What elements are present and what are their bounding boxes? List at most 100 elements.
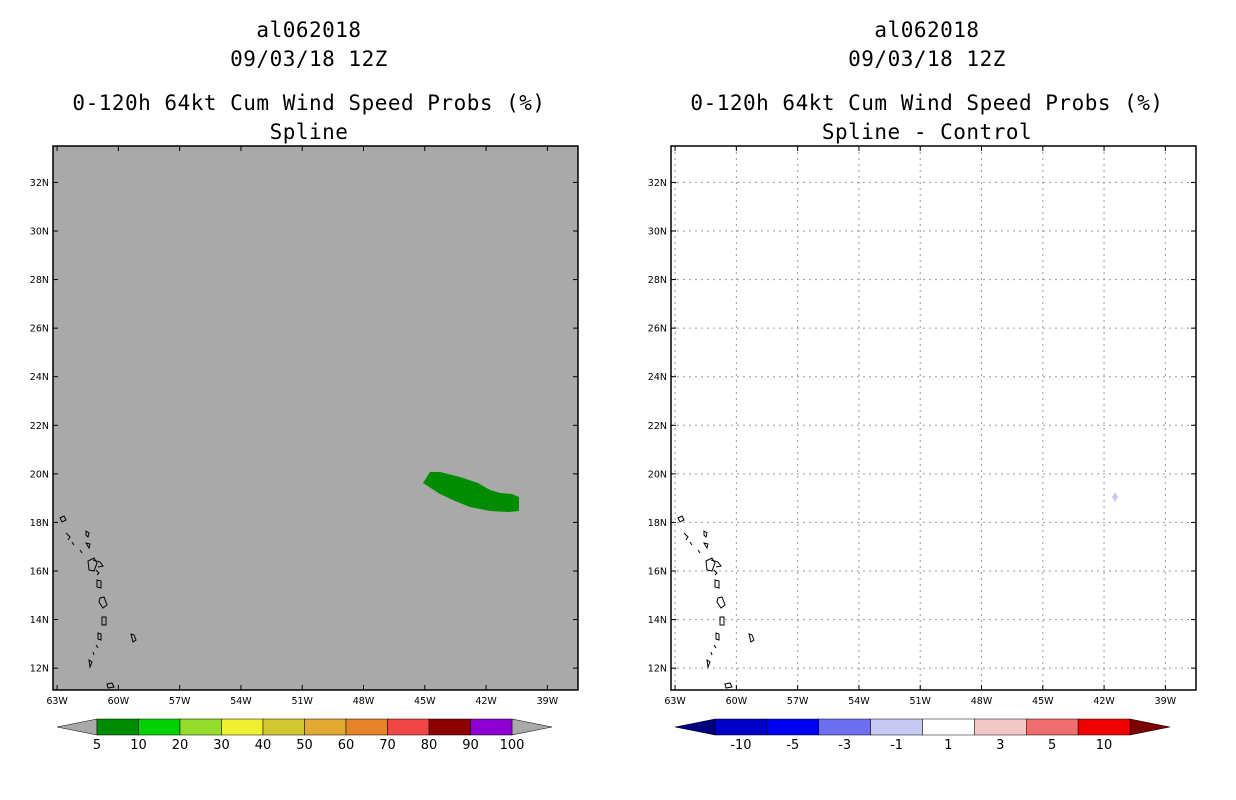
colorbar-label: 10 <box>130 738 147 753</box>
lon-label: 45W <box>1032 696 1054 707</box>
colorbar-label: -10 <box>730 738 751 753</box>
colorbar-swatch <box>1077 718 1131 736</box>
lat-label: 12N <box>648 664 667 675</box>
lat-label: 26N <box>648 324 667 335</box>
lon-label: 42W <box>475 696 497 707</box>
lon-label: 51W <box>909 696 931 707</box>
colorbar-label: 5 <box>93 738 101 753</box>
storm-id-title: al062018 <box>256 18 362 42</box>
lat-label: 16N <box>648 567 667 578</box>
colorbar-label: 40 <box>255 738 272 753</box>
colorbar-label: 10 <box>1096 738 1113 753</box>
lon-label: 45W <box>414 696 436 707</box>
lat-label: 14N <box>30 615 49 626</box>
lat-label: 32N <box>30 178 49 189</box>
lon-label: 39W <box>537 696 559 707</box>
lat-label: 32N <box>648 178 667 189</box>
colorbar-right-cap <box>1129 718 1171 736</box>
lon-label: 60W <box>108 696 130 707</box>
map-background <box>671 146 1196 690</box>
colorbar-label: 90 <box>462 738 479 753</box>
product-title: 0-120h 64kt Cum Wind Speed Probs (%) <box>72 91 546 115</box>
colorbar-label: 50 <box>296 738 313 753</box>
longitude-labels: 63W 60W 57W 54W 51W 48W 45W 42W 39W <box>46 146 559 707</box>
colorbar-swatch <box>818 718 871 736</box>
lon-label: 51W <box>291 696 313 707</box>
colorbar-swatch <box>96 718 139 736</box>
lesser-antilles-islands <box>59 515 137 689</box>
datetime-title: 09/03/18 12Z <box>848 47 1006 71</box>
lat-label: 26N <box>30 324 49 335</box>
colorbar-right-cap <box>511 718 553 736</box>
map-background <box>53 146 578 690</box>
difference-colorbar: -10 -5 -3 -1 1 3 5 10 <box>674 718 1171 753</box>
colorbar-swatch <box>387 718 430 736</box>
lat-label: 22N <box>648 421 667 432</box>
colorbar-swatch <box>262 718 305 736</box>
lon-label: 54W <box>230 696 252 707</box>
probability-colorbar: 5 10 20 30 40 50 60 70 80 90 100 <box>56 718 553 753</box>
datetime-title: 09/03/18 12Z <box>230 47 388 71</box>
colorbar-label: 30 <box>213 738 230 753</box>
latitude-labels: 32N 30N 28N 26N 24N 22N 20N 18N 16N 14N 12N <box>30 178 578 675</box>
colorbar-label: 70 <box>379 738 396 753</box>
probability-area <box>423 472 519 512</box>
lat-label: 18N <box>648 518 667 529</box>
lat-label: 16N <box>30 567 49 578</box>
colorbar-swatch <box>138 718 181 736</box>
colorbar-swatch <box>974 718 1027 736</box>
colorbar-label: 80 <box>421 738 438 753</box>
map-frame <box>670 145 1197 691</box>
colorbar-swatch <box>304 718 347 736</box>
lon-label: 42W <box>1093 696 1115 707</box>
colorbar-swatch <box>922 718 975 736</box>
lesser-antilles-islands <box>677 515 755 689</box>
colorbar-left-cap <box>674 718 716 736</box>
colorbar-label: 5 <box>1048 738 1056 753</box>
product-title: 0-120h 64kt Cum Wind Speed Probs (%) <box>690 91 1164 115</box>
colorbar-left-cap <box>56 718 98 736</box>
colorbar-label: 20 <box>172 738 189 753</box>
lon-label: 57W <box>169 696 191 707</box>
longitude-labels: 63W 60W 57W 54W 51W 48W 45W 42W 39W <box>664 146 1177 707</box>
lon-label: 48W <box>971 696 993 707</box>
colorbar-label: 1 <box>944 738 952 753</box>
latitude-labels: 32N 30N 28N 26N 24N 22N 20N 18N 16N 14N 12N <box>648 178 1196 675</box>
colorbar-swatch <box>221 718 264 736</box>
colorbar-label: -1 <box>890 738 903 753</box>
lon-label: 63W <box>664 696 686 707</box>
lat-label: 24N <box>30 372 49 383</box>
lon-label: 39W <box>1155 696 1177 707</box>
lat-label: 22N <box>30 421 49 432</box>
lon-label: 48W <box>353 696 375 707</box>
colorbar-swatch <box>470 718 513 736</box>
lat-label: 20N <box>648 469 667 480</box>
colorbar-label: 3 <box>996 738 1004 753</box>
lat-label: 30N <box>30 227 49 238</box>
colorbar-label: 60 <box>338 738 355 753</box>
lon-label: 63W <box>46 696 68 707</box>
lat-label: 18N <box>30 518 49 529</box>
colorbar-label: 100 <box>500 738 525 753</box>
colorbar-swatch <box>714 718 768 736</box>
lat-label: 24N <box>648 372 667 383</box>
lat-label: 28N <box>30 275 49 286</box>
map-frame <box>52 145 579 691</box>
subtitle: Spline <box>269 120 349 144</box>
lat-label: 30N <box>648 227 667 238</box>
lon-label: 54W <box>848 696 870 707</box>
grid-lines <box>671 146 1196 690</box>
storm-id-title: al062018 <box>874 18 980 42</box>
lon-label: 57W <box>787 696 809 707</box>
lat-label: 12N <box>30 664 49 675</box>
right-map-svg: 32N 30N 28N 26N 24N 22N 20N 18N 16N 14N 12N 63W 60W… <box>648 145 1197 753</box>
right-panel: al062018 09/03/18 12Z 0-120h 64kt Cum Wi… <box>618 0 1236 800</box>
left-panel: al062018 09/03/18 12Z 0-120h 64kt Cum Wi… <box>30 18 579 753</box>
colorbar-swatch <box>179 718 222 736</box>
colorbar-swatch <box>345 718 388 736</box>
colorbar-label: -3 <box>838 738 851 753</box>
lat-label: 28N <box>648 275 667 286</box>
lon-label: 60W <box>726 696 748 707</box>
left-map-svg: 32N 30N 28N 26N 24N 22N 20N 18N 16N 14N 12N 63W 60W… <box>30 145 579 753</box>
colorbar-swatch <box>766 718 819 736</box>
